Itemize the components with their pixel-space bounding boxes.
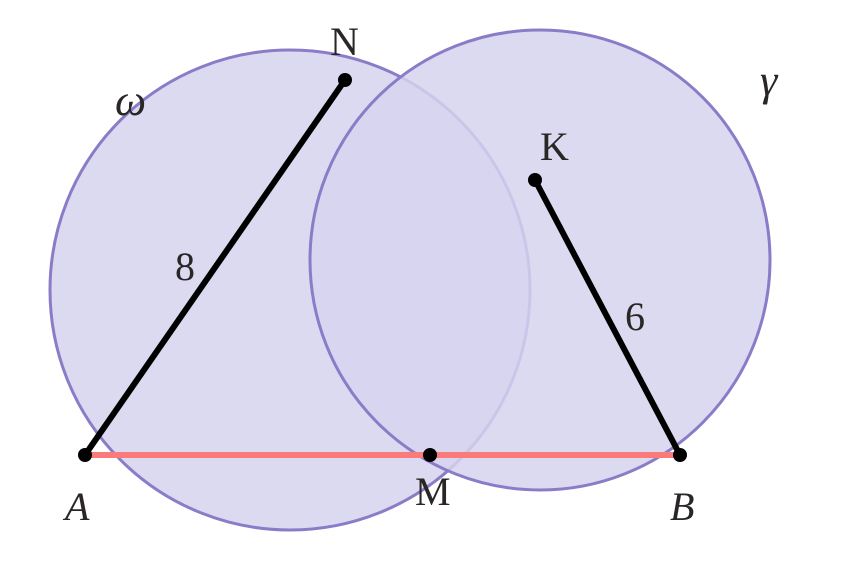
label-len8: 8 [175,244,195,289]
point-B [673,448,687,462]
label-len6: 6 [625,294,645,339]
label-B: B [670,484,694,529]
point-N [338,73,352,87]
label-gamma: γ [760,56,779,105]
circle-gamma [310,30,770,490]
label-K: K [540,124,569,169]
label-omega: ω [115,76,146,125]
label-N: N [330,19,359,64]
label-A: A [62,484,90,529]
point-K [528,173,542,187]
point-M [423,448,437,462]
point-A [78,448,92,462]
label-M: M [415,469,451,514]
